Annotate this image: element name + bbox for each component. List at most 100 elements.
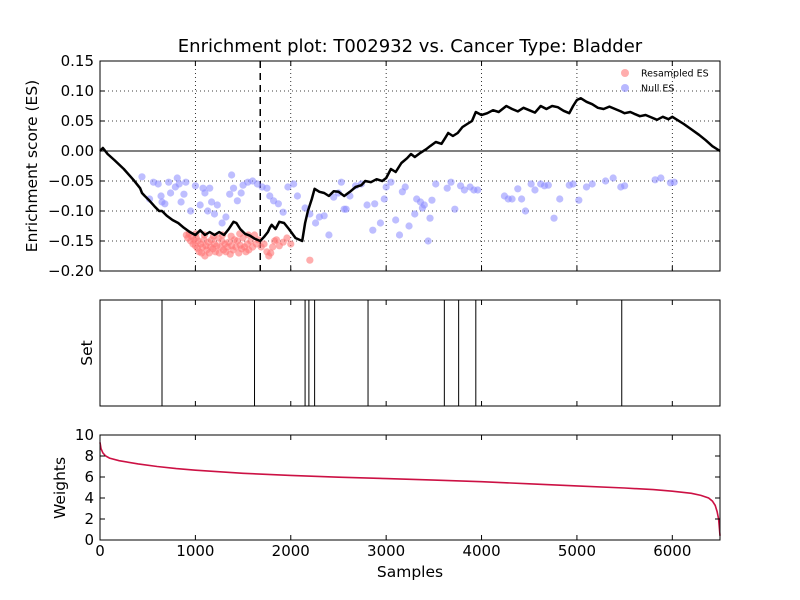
null-es-point <box>210 210 219 218</box>
null-es-point <box>177 198 185 206</box>
null-es-point <box>508 195 516 203</box>
null-es-point <box>556 195 564 203</box>
null-es-point <box>371 200 379 208</box>
running-es-line <box>99 96 721 243</box>
resampled-es-point <box>260 240 268 248</box>
null-es-point <box>575 196 583 204</box>
null-es-point <box>527 180 535 188</box>
resampled-es-point <box>269 243 277 251</box>
y-tick-label: 10 <box>75 426 94 444</box>
null-es-point <box>218 219 226 227</box>
weights-frame <box>99 434 721 541</box>
null-es-point <box>175 180 183 188</box>
null-es-point <box>173 174 181 182</box>
null-es-point <box>279 208 287 216</box>
null-es-point <box>229 184 238 192</box>
weights-y-axis-label: Weights <box>51 457 69 519</box>
null-es-point <box>550 214 558 222</box>
x-tick-label: 2000 <box>272 542 310 560</box>
null-es-point <box>146 195 154 203</box>
null-es-point <box>451 205 459 213</box>
null-es-point <box>330 193 338 201</box>
x-tick-label: 3000 <box>367 542 405 560</box>
set-y-axis-label: Set <box>78 340 96 365</box>
null-es-point <box>325 231 333 239</box>
null-es-point <box>395 231 404 239</box>
null-es-point <box>204 207 212 215</box>
resampled-es-point <box>283 234 291 242</box>
null-es-point <box>569 180 577 188</box>
null-es-point <box>651 176 659 184</box>
null-es-point <box>320 212 328 220</box>
null-es-point <box>401 183 409 191</box>
null-es-point <box>206 184 214 192</box>
x-tick-label: 4000 <box>462 542 500 560</box>
null-es-point <box>617 183 625 191</box>
y-tick-label: 0.15 <box>61 52 94 70</box>
null-es-point <box>213 201 221 209</box>
null-es-point <box>228 171 236 179</box>
null-es-point <box>670 178 678 186</box>
legend-null-marker <box>621 84 629 92</box>
y-tick-label: 0 <box>84 531 94 549</box>
chart-title: Enrichment plot: T002932 vs. Cancer Type… <box>178 36 643 57</box>
null-es-point <box>266 192 274 200</box>
null-es-point <box>293 192 302 200</box>
x-tick-label: 6000 <box>653 542 691 560</box>
set-x-ticks <box>99 300 673 406</box>
null-es-point <box>284 183 292 191</box>
null-es-point <box>182 178 190 186</box>
set-frame <box>99 299 721 407</box>
null-es-point <box>208 198 216 206</box>
null-es-point <box>447 178 455 186</box>
y-tick-label: −0.15 <box>48 232 94 250</box>
null-es-point <box>514 185 522 193</box>
null-es-point <box>233 197 241 205</box>
y-tick-label: 8 <box>84 447 94 465</box>
null-es-point <box>226 190 234 198</box>
x-tick-label: 1000 <box>176 542 214 560</box>
null-es-point <box>443 184 451 192</box>
null-es-point <box>609 174 617 182</box>
null-es-point <box>161 200 169 208</box>
y-tick-label: 6 <box>84 468 94 486</box>
null-es-point <box>301 204 309 212</box>
null-es-point <box>222 213 230 221</box>
y-tick-label: 0.05 <box>61 112 94 130</box>
enrichment-x-ticks <box>99 61 673 271</box>
enrichment-y-axis-label: Enrichment score (ES) <box>23 80 41 252</box>
null-es-point <box>196 201 204 209</box>
null-es-point <box>474 186 482 194</box>
set-hit-lines <box>161 300 623 406</box>
x-axis-label: Samples <box>377 563 443 581</box>
null-es-point <box>588 180 596 188</box>
null-es-point <box>337 178 345 186</box>
null-es-point <box>428 196 436 204</box>
null-es-point <box>657 174 665 182</box>
null-es-point <box>411 210 419 218</box>
null-es-point <box>342 205 350 213</box>
null-es-point <box>237 189 245 197</box>
y-tick-label: −0.20 <box>48 262 94 280</box>
legend-resampled-label: Resampled ES <box>641 69 709 80</box>
null-es-point <box>154 180 162 188</box>
null-es-point <box>601 177 610 185</box>
null-es-point <box>274 200 282 208</box>
weights-line <box>99 442 721 536</box>
null-es-point <box>187 207 195 215</box>
null-es-point <box>392 216 400 224</box>
resampled-es-point <box>287 240 295 248</box>
set-panel: Set <box>78 299 721 407</box>
null-es-point <box>201 189 209 197</box>
null-es-point <box>166 189 175 197</box>
null-es-point <box>426 214 434 222</box>
y-tick-label: −0.05 <box>48 172 94 190</box>
null-es-point <box>290 180 298 188</box>
enrichment-y-ticks: 0.15 0.10 0.05 0.00 −0.05 −0.10 −0.15 −0.20 <box>48 52 720 280</box>
y-tick-label: 4 <box>84 489 94 507</box>
null-es-point <box>311 219 320 227</box>
null-es-points <box>138 171 678 245</box>
null-es-point <box>157 192 165 200</box>
